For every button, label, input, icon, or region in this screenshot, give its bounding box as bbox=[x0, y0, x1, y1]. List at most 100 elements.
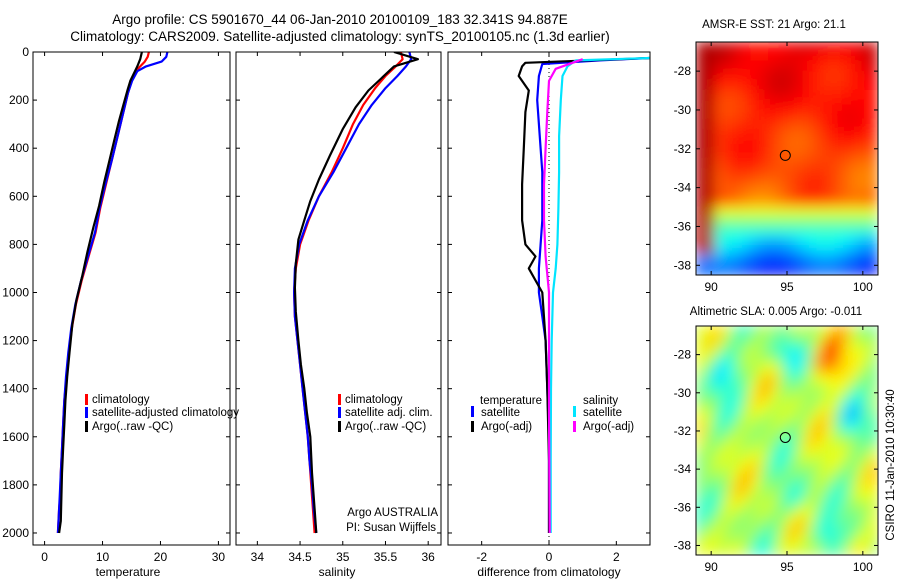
temperature-legend: climatology satellite-adjusted climatolo… bbox=[85, 394, 239, 433]
legend-label-argo: Argo(..raw -QC) bbox=[92, 421, 173, 433]
sst-map-cell bbox=[696, 158, 706, 169]
sla-map-cell bbox=[859, 401, 870, 413]
sst-map-cell bbox=[832, 42, 843, 53]
sla-map-cell bbox=[841, 411, 852, 422]
sla-map-cell bbox=[722, 535, 733, 546]
sla-map-cell bbox=[813, 344, 824, 356]
sla-map-cell bbox=[822, 525, 833, 537]
sst-map-cell bbox=[822, 119, 833, 130]
sst-map-cell bbox=[850, 226, 861, 237]
header-title-line1: Argo profile: CS 5901670_44 06-Jan-2010 … bbox=[112, 12, 568, 27]
sst-map-x-tick-label: 95 bbox=[780, 280, 794, 294]
sla-map-cell bbox=[713, 430, 724, 441]
sst-map-cell bbox=[822, 196, 833, 208]
sla-map-cell bbox=[868, 545, 878, 555]
sla-map-cell bbox=[759, 545, 770, 555]
sla-map-cell bbox=[696, 382, 706, 394]
sst-map-cell bbox=[731, 158, 742, 169]
sst-map-cell bbox=[696, 80, 706, 91]
sst-map-cell bbox=[759, 119, 770, 130]
sst-map-cell bbox=[750, 51, 761, 62]
sst-map-cell bbox=[786, 138, 797, 150]
sla-map-cell bbox=[741, 420, 752, 432]
sst-map-cell bbox=[704, 216, 715, 227]
temperature-y-tick-label: 1000 bbox=[2, 285, 29, 299]
sla-map-cell bbox=[786, 344, 797, 356]
sla-map-cell bbox=[786, 392, 797, 403]
sst-map-cell bbox=[850, 109, 861, 121]
sla-map-cell bbox=[804, 326, 815, 336]
sla-map-cell bbox=[804, 459, 815, 470]
sst-map-cell bbox=[722, 51, 733, 62]
sst-map-cell bbox=[713, 187, 724, 198]
sla-map-cell bbox=[768, 525, 779, 537]
sst-map-cell bbox=[813, 119, 824, 130]
sla-map-cell bbox=[841, 525, 852, 537]
sla-map-cell bbox=[832, 401, 843, 413]
sst-map-cell bbox=[868, 167, 878, 179]
legend-label-climatology: climatology bbox=[92, 394, 150, 406]
sla-map-cell bbox=[704, 392, 715, 403]
sla-map-cell bbox=[777, 516, 788, 527]
sla-map-cell bbox=[696, 401, 706, 413]
sla-map-cell bbox=[804, 401, 815, 413]
temperature-y-tick-label: 2000 bbox=[2, 526, 29, 540]
sst-map-cell bbox=[813, 99, 824, 111]
sla-map-cell bbox=[768, 459, 779, 470]
sla-map-cell bbox=[832, 344, 843, 356]
sla-map-cell bbox=[795, 401, 806, 413]
sst-map-cell bbox=[832, 158, 843, 169]
sla-map-x-tick-label: 90 bbox=[704, 560, 718, 574]
sst-map-cell bbox=[859, 60, 870, 72]
sla-map-cell bbox=[741, 430, 752, 441]
sla-map-cell bbox=[750, 535, 761, 546]
sst-map-cell bbox=[841, 42, 852, 53]
sst-map-cell bbox=[750, 216, 761, 227]
sla-map-frame bbox=[695, 325, 879, 556]
sst-map-cell bbox=[804, 177, 815, 189]
sst-map-cell bbox=[741, 216, 752, 227]
sst-map-cell bbox=[859, 158, 870, 169]
sla-map-cell bbox=[795, 497, 806, 508]
sst-map-cell bbox=[768, 109, 779, 121]
sla-map-cell bbox=[768, 516, 779, 527]
sst-map-cell bbox=[750, 206, 761, 218]
sla-map-cell bbox=[822, 478, 833, 489]
sla-map-cell bbox=[741, 382, 752, 394]
sst-map-cell bbox=[841, 206, 852, 218]
sst-map-cell bbox=[822, 99, 833, 111]
sst-map-cell bbox=[759, 226, 770, 237]
sst-map-cell bbox=[804, 187, 815, 198]
sla-map-cell bbox=[722, 354, 733, 365]
sla-map-cell bbox=[850, 344, 861, 356]
sla-map-cell bbox=[822, 363, 833, 375]
sst-map-cell bbox=[759, 187, 770, 198]
sla-map-cell bbox=[696, 497, 706, 508]
sst-map-cell bbox=[750, 42, 761, 53]
sla-map-cell bbox=[777, 487, 788, 499]
sst-map-y-tick-label: -30 bbox=[674, 103, 692, 117]
sst-map-cell bbox=[804, 167, 815, 179]
sla-map-cell bbox=[741, 401, 752, 413]
sst-map-cell bbox=[832, 99, 843, 111]
sst-map-cell bbox=[722, 264, 733, 275]
sla-map-cell bbox=[741, 373, 752, 384]
sst-map-cell bbox=[832, 235, 843, 247]
sla-map-cell bbox=[795, 430, 806, 441]
sst-map-cell bbox=[859, 148, 870, 159]
sla-map-cell bbox=[786, 525, 797, 537]
sla-map-cell bbox=[704, 440, 715, 451]
difference-panel: -2 0 2 difference from climatology tempera… bbox=[447, 51, 651, 579]
sst-map-cell bbox=[822, 206, 833, 218]
sst-map-cell bbox=[768, 235, 779, 247]
sla-map-cell bbox=[786, 326, 797, 336]
sst-map-cell bbox=[777, 158, 788, 169]
temperature-y-tick-label: 200 bbox=[9, 93, 29, 107]
sst-map-cell bbox=[850, 80, 861, 91]
sst-map-cell bbox=[795, 60, 806, 72]
sla-map-cell bbox=[768, 411, 779, 422]
sla-map-cell bbox=[850, 420, 861, 432]
sla-map-cell bbox=[822, 344, 833, 356]
sst-map-cell bbox=[841, 255, 852, 266]
sst-map-cell bbox=[868, 80, 878, 91]
